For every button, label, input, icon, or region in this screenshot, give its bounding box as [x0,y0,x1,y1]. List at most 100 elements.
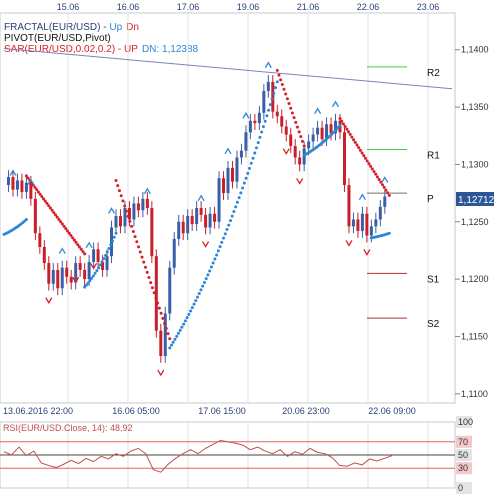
price-tick-label: 1,1300 [461,159,489,169]
top-date-axis: 15.06 16.06 17.06 19.06 21.06 22.06 23.06 [57,2,440,12]
sar-dot [242,181,246,185]
sar-dot [213,257,217,261]
sar-dot [60,222,64,226]
sar-dot [230,214,234,218]
sar-dot [86,281,90,285]
fractal-legend: FRACTAL(EUR/USD) - Up Dn [4,22,139,33]
sar-dot [154,296,158,300]
sar-dot [384,188,388,192]
sar-dot [289,106,293,110]
sar-dot [201,284,205,288]
sar-dot [232,210,236,214]
sar-dot [241,186,245,190]
candle-body [127,208,131,220]
sar-dot [380,183,384,187]
sar-dot [161,316,165,320]
sar-dot [78,245,82,249]
sar-dot [235,200,239,204]
fractal-up-marker [85,241,93,249]
sar-dot [387,193,391,197]
sar-dot [24,217,28,221]
sar-dot [84,283,88,287]
bottom-date-label: 20.06 23:00 [282,406,330,416]
candle-body [213,213,217,222]
top-date-label: 19.06 [237,2,260,12]
candle-body [316,127,320,135]
fractal-up-marker [143,187,151,195]
sar-dot [187,312,191,316]
sar-dot [302,144,306,148]
fractal-up-marker [197,194,205,202]
top-date-label: 22.06 [357,2,380,12]
sar-dot [95,269,99,273]
candle-body [374,219,378,227]
sar-dot [128,219,132,223]
fractal-up-marker [331,100,340,108]
pivot-levels: R2 R1 P S1 S2 [367,66,440,330]
sar-dot [345,127,349,131]
candle-body [284,126,288,135]
candle-body [275,111,279,117]
candle-body [204,214,208,228]
fractal-up-label: Up [109,22,122,33]
parabolic-sar [2,68,391,350]
sar-dot [216,249,220,253]
sar-dot [189,309,193,313]
sar-dot [124,209,128,213]
sar-dot [105,250,109,254]
sar-dot [74,240,78,244]
sar-dot [130,224,134,228]
sar-dot [382,185,386,189]
sar-up-label: UP [124,44,138,55]
sar-dot [287,101,291,105]
sar-dot [343,124,347,128]
sar-dot [62,224,66,228]
sar-dot [66,229,70,233]
sar-dot [208,269,212,273]
sar-dot [111,239,115,243]
candle-body [271,81,275,112]
fractal-up-marker [107,207,116,214]
sar-dot [26,176,30,180]
fractal-markers [9,61,389,377]
sar-dot [367,162,371,166]
sar-dot [91,274,95,278]
sar-dot [38,192,42,196]
sar-dot [222,236,226,240]
sar-dot [239,191,243,195]
candle-body [15,180,19,190]
sar-dot [48,206,52,210]
candle-body [87,261,91,280]
sar-dot [83,252,87,256]
sar-dot [369,164,373,168]
sar-dot [355,143,359,147]
candle-body [56,269,60,289]
sar-dot [50,208,54,212]
candle-body [159,330,163,356]
sar-dot [352,138,356,142]
fractal-down-marker [296,178,304,185]
sar-dot [228,219,232,223]
sar-dot [104,253,108,257]
sar-dot [114,231,118,235]
sar-dot [338,117,342,121]
candle-body [360,213,364,231]
sar-dot [215,253,219,257]
sar-dot [338,123,342,127]
sar-dot [102,257,106,261]
candle-body [83,269,87,280]
sar-dot [365,159,369,163]
bottom-date-label: 17.06 15:00 [198,406,246,416]
sar-dot [168,337,172,341]
candle-body [154,256,158,331]
sar-dot [300,139,304,143]
sar-dot [341,122,345,126]
sar-dot [196,295,200,299]
candle-body [266,81,270,91]
candle-body [329,124,333,134]
fractal-up-marker [358,193,366,201]
candle-body [298,157,302,165]
sar-dot [52,211,56,215]
sar-dot [185,316,189,320]
fractal-up-marker [9,169,17,176]
